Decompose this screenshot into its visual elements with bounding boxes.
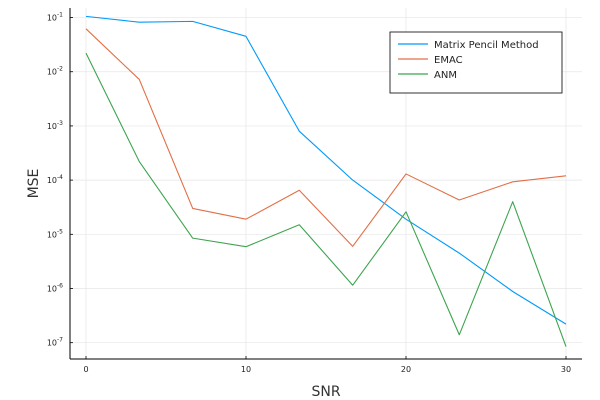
- series-line-1: [85, 28, 567, 247]
- y-tick-label: 10-5: [47, 228, 63, 239]
- series-line-0: [85, 15, 567, 325]
- x-axis-label: SNR: [311, 384, 340, 400]
- legend-box: [389, 31, 563, 94]
- legend-entry-label: Matrix Pencil Method: [434, 40, 539, 51]
- legend-entry-label: EMAC: [434, 55, 463, 66]
- y-axis-label: MSE: [26, 169, 42, 199]
- x-tick-label: 0: [83, 365, 88, 374]
- legend: Matrix Pencil Method EMAC ANM: [389, 31, 563, 94]
- y-tick-label: 10-1: [47, 12, 63, 23]
- y-tick-label: 10-7: [47, 337, 63, 348]
- series-line-2: [85, 52, 567, 347]
- x-tick-label: 10: [241, 365, 251, 374]
- y-tick-label: 10-6: [47, 282, 63, 293]
- legend-entry-label: ANM: [434, 70, 457, 81]
- y-tick-label: 10-3: [47, 120, 63, 131]
- y-tick-label: 10-2: [47, 66, 63, 77]
- x-tick-label: 20: [401, 365, 411, 374]
- series-lines: [85, 15, 567, 347]
- x-tick-label: 30: [561, 365, 571, 374]
- axes: 0 10 20 30 10-7 10-6 10-5 10-4 10-3 10-2 10-1: [47, 8, 582, 374]
- y-tick-label: 10-4: [47, 174, 63, 185]
